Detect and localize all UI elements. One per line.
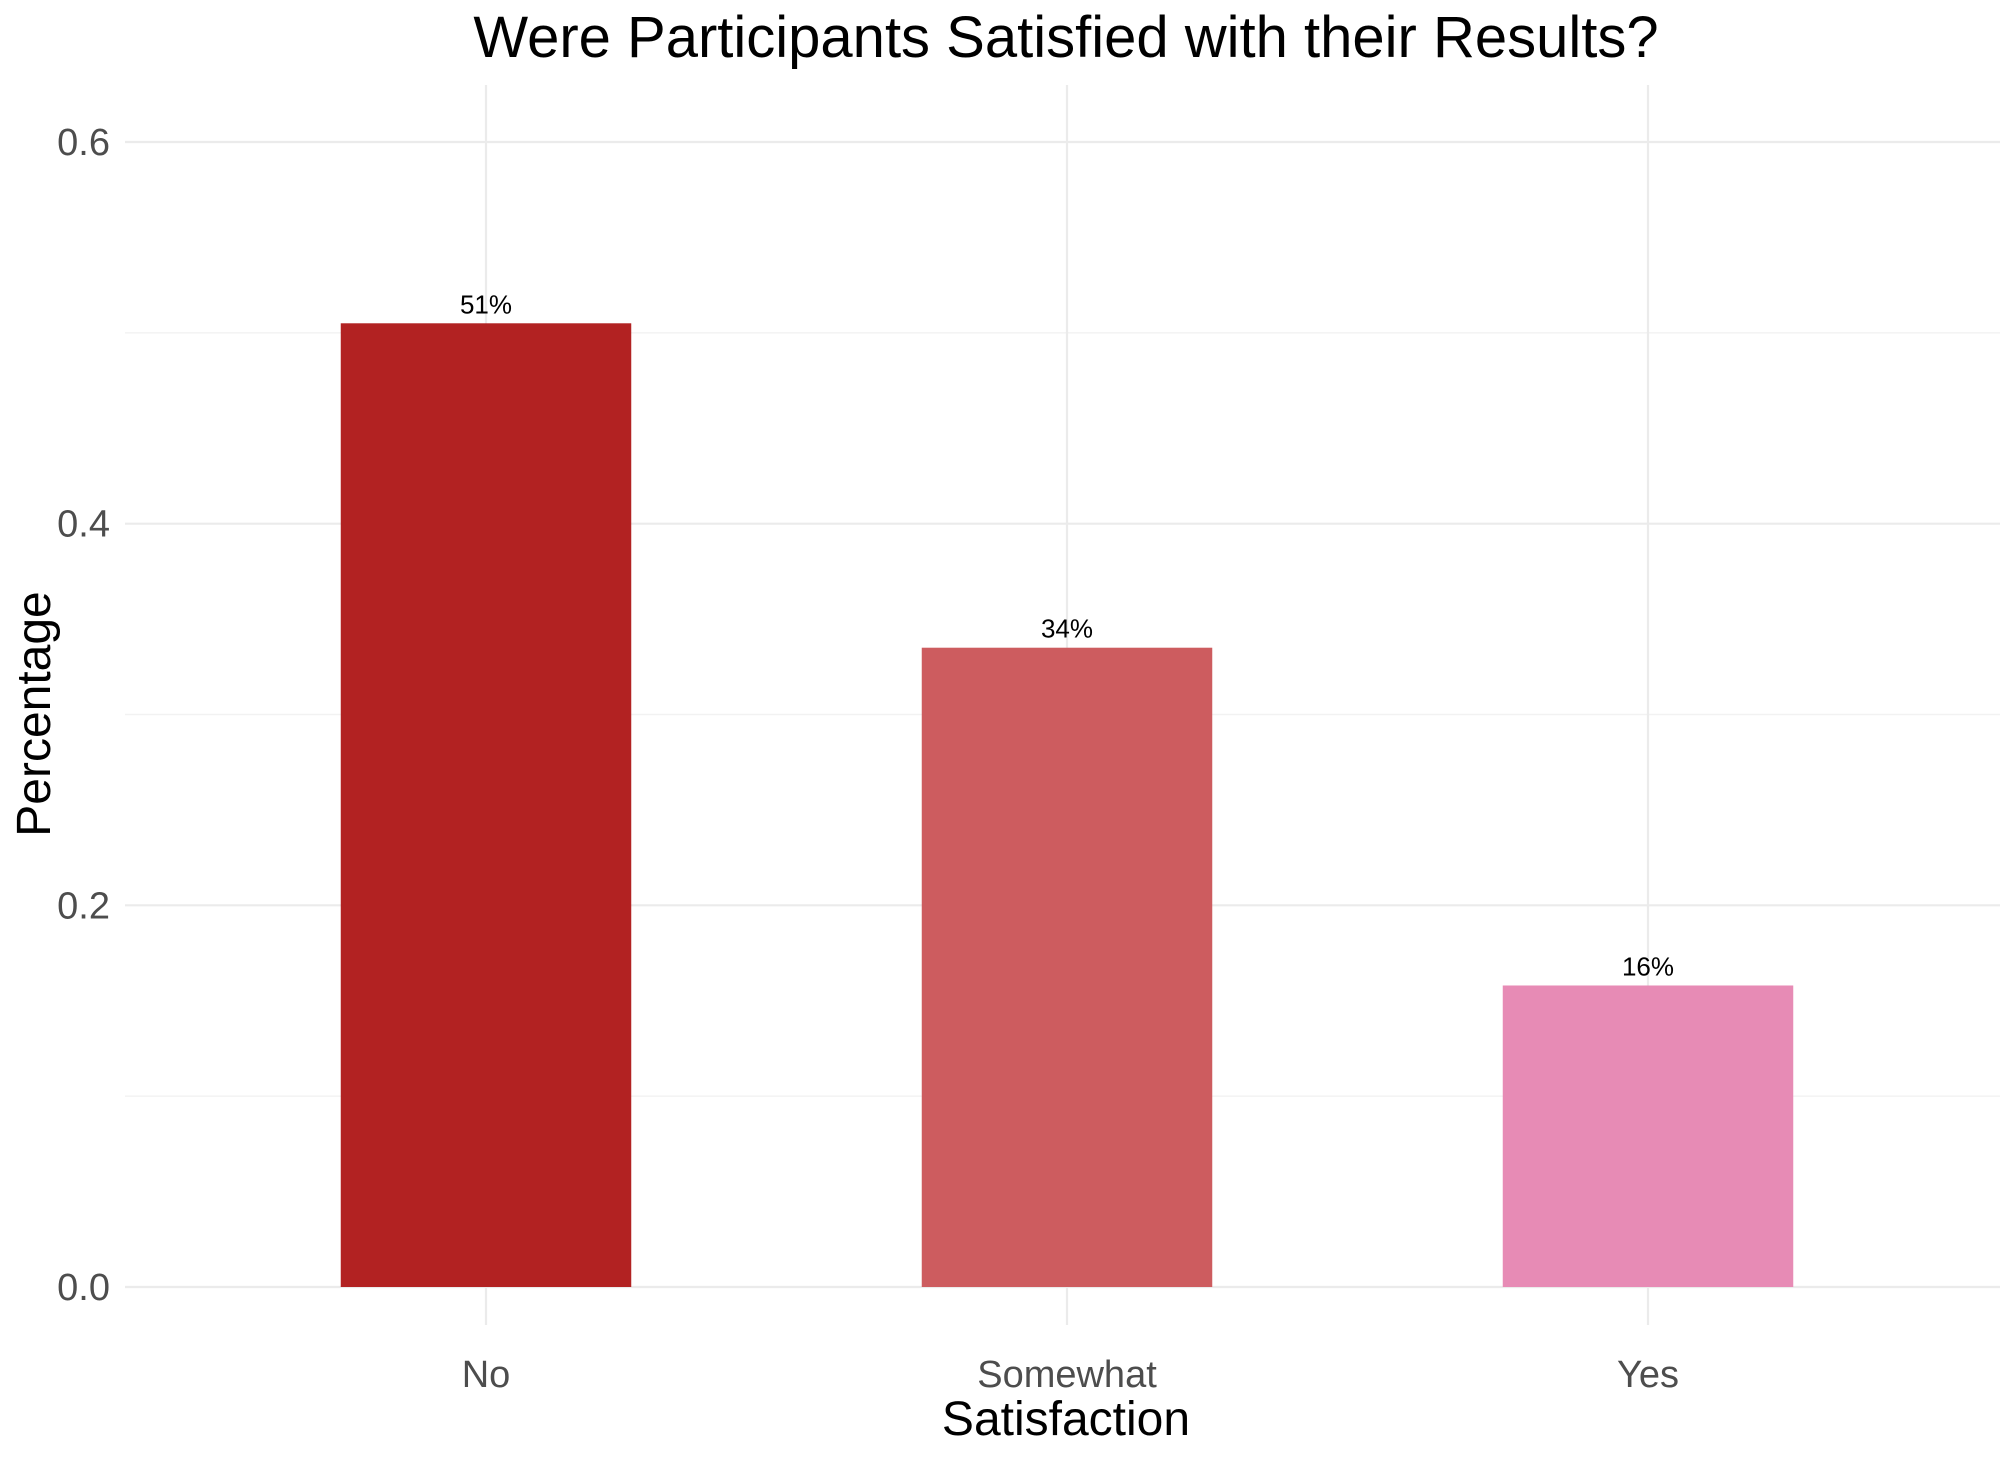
- bar-no: [340, 323, 632, 1288]
- y-axis-ticks: 0.0 0.2 0.4 0.6: [57, 122, 110, 1309]
- bar-yes: [1502, 985, 1794, 1287]
- data-label-somewhat: 34%: [1041, 614, 1093, 644]
- bars: [340, 323, 1794, 1288]
- y-tick-label: 0.4: [57, 504, 110, 546]
- bar-somewhat: [921, 647, 1213, 1287]
- y-tick-label: 0.2: [57, 885, 110, 927]
- x-tick-label: Somewhat: [977, 1354, 1157, 1396]
- x-axis-ticks: No Somewhat Yes: [462, 1354, 1679, 1396]
- x-axis-title: Satisfaction: [942, 1393, 1190, 1446]
- x-tick-label: No: [462, 1354, 511, 1396]
- y-tick-label: 0.6: [57, 122, 110, 164]
- y-axis-title: Percentage: [8, 591, 61, 837]
- data-labels: 51% 34% 16%: [460, 289, 1674, 981]
- x-tick-label: Yes: [1617, 1354, 1679, 1396]
- y-tick-label: 0.0: [57, 1267, 110, 1309]
- data-label-no: 51%: [460, 289, 512, 319]
- chart-title: Were Participants Satisfied with their R…: [473, 5, 1658, 70]
- data-label-yes: 16%: [1622, 951, 1674, 981]
